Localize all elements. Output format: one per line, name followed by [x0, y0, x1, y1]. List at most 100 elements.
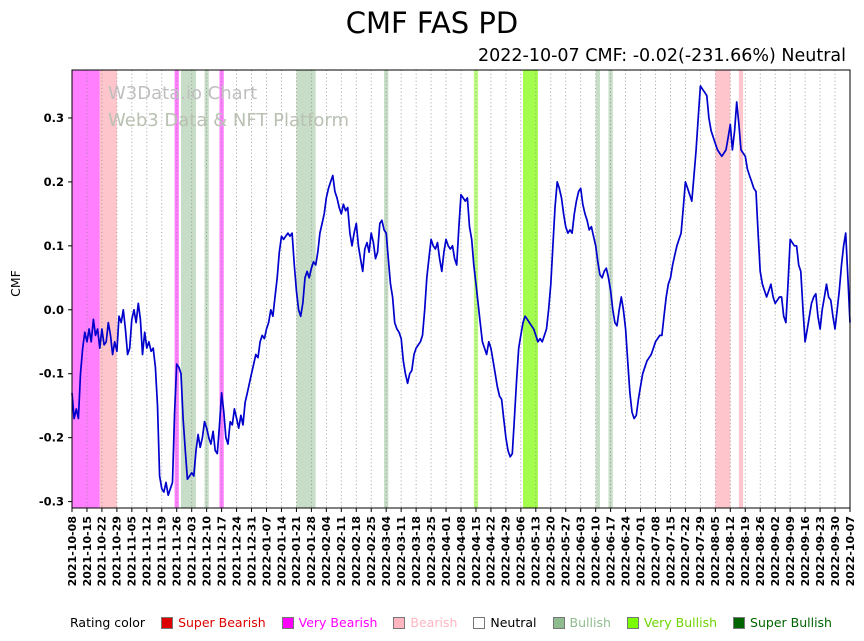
- x-tick-label: 2021-12-10: [200, 516, 213, 587]
- x-tick-label: 2022-04-15: [470, 516, 483, 586]
- legend-item-label: Very Bearish: [298, 615, 378, 630]
- legend-item-label: Neutral: [490, 615, 537, 630]
- y-tick-label: 0.0: [44, 303, 64, 317]
- x-tick-label: 2022-05-13: [530, 516, 543, 586]
- x-tick-label: 2022-01-14: [275, 516, 288, 587]
- x-tick-label: 2022-07-01: [634, 516, 647, 586]
- legend-swatch-bearish: [393, 616, 406, 629]
- x-tick-label: 2022-03-18: [410, 516, 423, 586]
- x-tick-label: 2022-05-20: [545, 516, 558, 587]
- y-tick-label: -0.3: [39, 495, 64, 509]
- x-tick-label: 2022-03-11: [395, 516, 408, 586]
- x-tick-label: 2022-03-25: [425, 516, 438, 586]
- chart-title: CMF FAS PD: [345, 6, 519, 40]
- x-tick-label: 2021-11-05: [126, 516, 139, 586]
- x-tick-label: 2022-06-10: [589, 516, 602, 587]
- x-tick-label: 2021-10-08: [66, 516, 79, 586]
- x-tick-label: 2022-07-08: [649, 516, 662, 586]
- x-tick-label: 2022-08-12: [724, 516, 737, 586]
- legend-swatch-super-bullish: [733, 616, 746, 629]
- legend-swatch-super-bearish: [161, 616, 174, 629]
- x-tick-label: 2022-09-02: [769, 516, 782, 586]
- x-tick-label: 2022-04-01: [440, 516, 453, 586]
- legend-swatch-very-bearish: [281, 616, 294, 629]
- x-tick-label: 2022-02-18: [350, 516, 363, 586]
- x-tick-label: 2022-01-21: [290, 516, 303, 586]
- legend-items: Super Bearish Very Bearish Bearish Neutral B…: [161, 615, 832, 630]
- rating-band-bearish: [715, 70, 731, 508]
- x-tick-label: 2022-01-28: [305, 516, 318, 586]
- x-tick-label: 2021-11-12: [141, 516, 154, 586]
- rating-band-bullish: [181, 70, 196, 508]
- x-tick-label: 2022-09-23: [814, 516, 827, 586]
- rating-band-bullish: [384, 70, 389, 508]
- legend-item-bearish: Bearish: [393, 615, 457, 630]
- x-tick-label: 2022-08-26: [754, 516, 767, 587]
- y-tick-label: -0.2: [39, 431, 64, 445]
- legend-item-very-bearish: Very Bearish: [281, 615, 378, 630]
- x-tick-label: 2022-02-11: [335, 516, 348, 586]
- legend: Rating color Super Bearish Very Bearish Be…: [70, 615, 832, 630]
- cmf-line: [71, 85, 851, 497]
- x-tick-label: 2022-02-04: [320, 516, 333, 587]
- rating-band-bearish: [99, 70, 117, 508]
- x-tick-label: 2022-03-04: [380, 516, 393, 587]
- y-tick-label: 0.1: [44, 239, 64, 253]
- x-tick-label: 2021-10-22: [96, 516, 109, 586]
- x-tick-label: 2022-09-09: [784, 516, 797, 586]
- x-tick-label: 2022-08-05: [709, 516, 722, 586]
- legend-item-label: Very Bullish: [643, 615, 718, 630]
- legend-item-very-bullish: Very Bullish: [626, 615, 718, 630]
- x-tick-label: 2022-07-29: [694, 516, 707, 586]
- rating-band-very-bearish: [72, 70, 100, 508]
- x-tick-label: 2022-06-24: [619, 516, 632, 587]
- legend-swatch-very-bullish: [626, 616, 639, 629]
- x-tick-label: 2022-06-03: [574, 516, 587, 586]
- legend-item-super-bearish: Super Bearish: [161, 615, 266, 630]
- rating-band-very-bullish: [522, 70, 538, 508]
- x-tick-label: 2022-09-16: [799, 516, 812, 587]
- legend-item-super-bullish: Super Bullish: [733, 615, 832, 630]
- plot-border: [71, 69, 851, 509]
- rating-band-bullish: [204, 70, 209, 508]
- x-tick-label: 2022-08-19: [739, 516, 752, 586]
- legend-swatch-bullish: [552, 616, 565, 629]
- rating-band-very-bearish: [174, 70, 179, 508]
- x-tick-label: 2021-11-26: [171, 516, 184, 587]
- legend-title: Rating color: [70, 615, 146, 630]
- rating-band-bullish: [595, 70, 600, 508]
- x-tick-label: 2021-12-03: [185, 516, 198, 586]
- chart-subtitle: 2022-10-07 CMF: -0.02(-231.66%) Neutral: [477, 46, 846, 66]
- legend-item-label: Super Bullish: [750, 615, 832, 630]
- x-tick-label: 2021-11-19: [156, 516, 169, 586]
- x-tick-label: 2021-10-15: [81, 516, 94, 586]
- rating-band-bearish: [738, 70, 744, 508]
- legend-item-bullish: Bullish: [552, 615, 611, 630]
- plot-svg: 2021-10-08 2021-10-15 2021-10-22 2021-10-29…: [39, 69, 857, 587]
- legend-item-label: Bearish: [410, 615, 458, 630]
- rating-band-bullish: [296, 70, 316, 508]
- y-tick-label: 0.3: [44, 111, 64, 125]
- x-tick-label: 2022-01-07: [260, 516, 273, 586]
- y-axis-label: CMF: [7, 270, 23, 297]
- x-tick-label: 2022-09-30: [829, 516, 842, 587]
- x-tick-label: 2021-10-29: [111, 516, 124, 586]
- legend-item-label: Bullish: [569, 615, 611, 630]
- x-tick-label: 2022-04-22: [485, 516, 498, 586]
- x-tick-label: 2022-07-15: [664, 516, 677, 586]
- x-tick-label: 2022-02-25: [365, 516, 378, 586]
- x-tick-label: 2022-10-07: [844, 516, 857, 586]
- rating-band-very-bearish: [219, 70, 224, 508]
- y-tick-label: -0.1: [39, 367, 64, 381]
- x-tick-label: 2022-04-29: [500, 516, 513, 586]
- x-tick-label: 2021-12-17: [215, 516, 228, 586]
- x-tick-label: 2022-07-22: [679, 516, 692, 586]
- x-tick-label: 2022-04-08: [455, 516, 468, 586]
- y-tick-label: 0.2: [44, 175, 64, 189]
- legend-item-neutral: Neutral: [473, 615, 537, 630]
- x-tick-label: 2022-05-27: [560, 516, 573, 586]
- x-tick-label: 2022-06-17: [604, 516, 617, 586]
- x-tick-label: 2022-05-06: [515, 516, 528, 587]
- x-tick-label: 2021-12-31: [245, 516, 258, 586]
